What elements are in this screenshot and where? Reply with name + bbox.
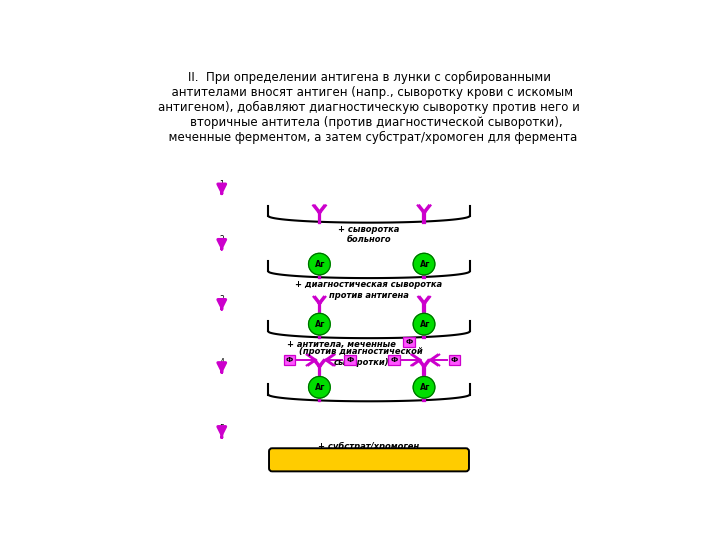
Text: + субстрат/хромоген: + субстрат/хромоген	[318, 442, 420, 451]
Text: Аг: Аг	[420, 383, 430, 392]
Circle shape	[309, 313, 330, 335]
FancyBboxPatch shape	[284, 355, 295, 364]
Circle shape	[413, 313, 435, 335]
Circle shape	[309, 253, 330, 275]
Circle shape	[413, 253, 435, 275]
Text: (против диагностической
сыворотки): (против диагностической сыворотки)	[300, 347, 423, 367]
Text: 3: 3	[220, 295, 224, 304]
Circle shape	[216, 179, 228, 190]
Circle shape	[216, 294, 228, 305]
Circle shape	[413, 376, 435, 398]
Text: Аг: Аг	[420, 320, 430, 329]
Text: Ф: Ф	[405, 339, 413, 345]
Text: Ф: Ф	[346, 357, 354, 363]
Circle shape	[309, 376, 330, 398]
Text: Аг: Аг	[315, 260, 325, 268]
Circle shape	[216, 423, 228, 434]
Text: Аг: Аг	[315, 320, 325, 329]
Text: 1: 1	[220, 180, 224, 188]
Text: Ф: Ф	[451, 357, 458, 363]
Text: 4: 4	[220, 359, 224, 367]
Text: Ф: Ф	[286, 357, 293, 363]
FancyBboxPatch shape	[403, 338, 415, 347]
FancyBboxPatch shape	[449, 355, 461, 364]
Text: Аг: Аг	[420, 260, 430, 268]
Circle shape	[216, 357, 228, 368]
Text: + сыворотка
больного: + сыворотка больного	[338, 225, 400, 245]
Text: 2: 2	[220, 235, 224, 244]
FancyBboxPatch shape	[344, 355, 356, 364]
Text: 5: 5	[220, 424, 224, 433]
Text: Ф: Ф	[390, 357, 398, 363]
FancyBboxPatch shape	[269, 448, 469, 471]
Text: Аг: Аг	[315, 383, 325, 392]
Circle shape	[216, 234, 228, 245]
FancyBboxPatch shape	[388, 355, 400, 364]
Text: + антитела, меченные: + антитела, меченные	[287, 340, 396, 349]
Text: + диагностическая сыворотка
против антигена: + диагностическая сыворотка против антиг…	[295, 280, 443, 300]
Text: II.  При определении антигена в лунки с сорбированными
  антителами вносят антиг: II. При определении антигена в лунки с с…	[158, 71, 580, 144]
